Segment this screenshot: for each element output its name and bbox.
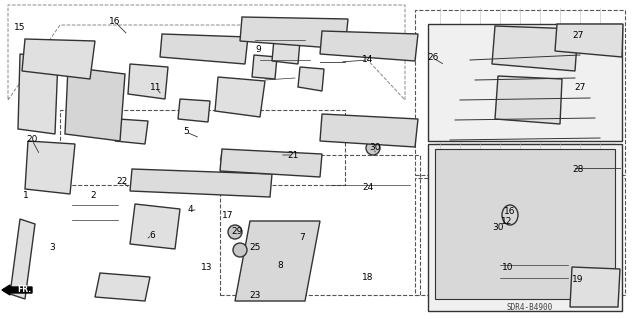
Text: 16: 16 (109, 18, 121, 26)
Polygon shape (428, 144, 622, 311)
Text: 19: 19 (572, 276, 584, 285)
Text: 9: 9 (255, 46, 261, 55)
Text: 4: 4 (187, 205, 193, 214)
Polygon shape (95, 273, 150, 301)
Polygon shape (320, 114, 418, 147)
Text: 6: 6 (149, 231, 155, 240)
Polygon shape (130, 204, 180, 249)
Text: 30: 30 (369, 144, 381, 152)
Text: 30: 30 (492, 224, 504, 233)
Text: 3: 3 (49, 243, 55, 253)
Polygon shape (115, 119, 148, 144)
Text: 5: 5 (183, 128, 189, 137)
Text: 22: 22 (116, 177, 127, 187)
Polygon shape (495, 76, 562, 124)
Text: 27: 27 (572, 31, 584, 40)
Text: 25: 25 (250, 243, 260, 253)
Polygon shape (435, 149, 615, 299)
Text: 24: 24 (362, 183, 374, 192)
Bar (60, 110, 345, 185)
Text: 7: 7 (299, 234, 305, 242)
Polygon shape (22, 39, 95, 79)
Text: 17: 17 (222, 211, 234, 219)
Ellipse shape (233, 243, 247, 257)
Polygon shape (220, 149, 322, 177)
Text: 15: 15 (14, 24, 26, 33)
Text: 13: 13 (201, 263, 212, 272)
Text: 11: 11 (150, 84, 162, 93)
Ellipse shape (228, 225, 242, 239)
Text: 23: 23 (250, 291, 260, 300)
Polygon shape (492, 26, 578, 71)
Ellipse shape (502, 205, 518, 225)
Text: 27: 27 (574, 84, 586, 93)
Polygon shape (18, 54, 58, 134)
Text: 20: 20 (26, 136, 38, 145)
Ellipse shape (491, 221, 505, 235)
Text: SDR4-B4900: SDR4-B4900 (507, 302, 553, 311)
Polygon shape (160, 34, 248, 64)
Bar (415, 10, 625, 175)
Polygon shape (215, 77, 265, 117)
Polygon shape (240, 17, 348, 49)
Polygon shape (235, 221, 320, 301)
Ellipse shape (595, 67, 615, 97)
Polygon shape (178, 99, 210, 122)
Polygon shape (252, 55, 277, 79)
Polygon shape (130, 169, 272, 197)
Polygon shape (65, 67, 125, 141)
Text: FR.: FR. (17, 286, 31, 294)
Polygon shape (128, 64, 168, 99)
Text: 16: 16 (504, 207, 516, 217)
Text: 26: 26 (428, 54, 438, 63)
Polygon shape (25, 141, 75, 194)
Text: 28: 28 (572, 166, 584, 174)
Text: 29: 29 (231, 227, 243, 236)
Text: 2: 2 (90, 190, 96, 199)
Polygon shape (428, 24, 622, 141)
Text: 8: 8 (277, 261, 283, 270)
Polygon shape (298, 67, 324, 91)
Ellipse shape (366, 141, 380, 155)
Polygon shape (272, 39, 300, 64)
Bar (220, 155, 420, 295)
FancyArrow shape (2, 285, 32, 295)
Bar (415, 178, 625, 295)
Text: 18: 18 (362, 273, 374, 283)
Polygon shape (570, 267, 620, 307)
Polygon shape (555, 24, 623, 57)
Text: 10: 10 (502, 263, 514, 272)
Text: 1: 1 (23, 190, 29, 199)
Text: 21: 21 (287, 151, 299, 160)
Text: 14: 14 (362, 56, 374, 64)
Polygon shape (10, 219, 35, 299)
Text: 12: 12 (501, 218, 513, 226)
Polygon shape (320, 31, 418, 61)
